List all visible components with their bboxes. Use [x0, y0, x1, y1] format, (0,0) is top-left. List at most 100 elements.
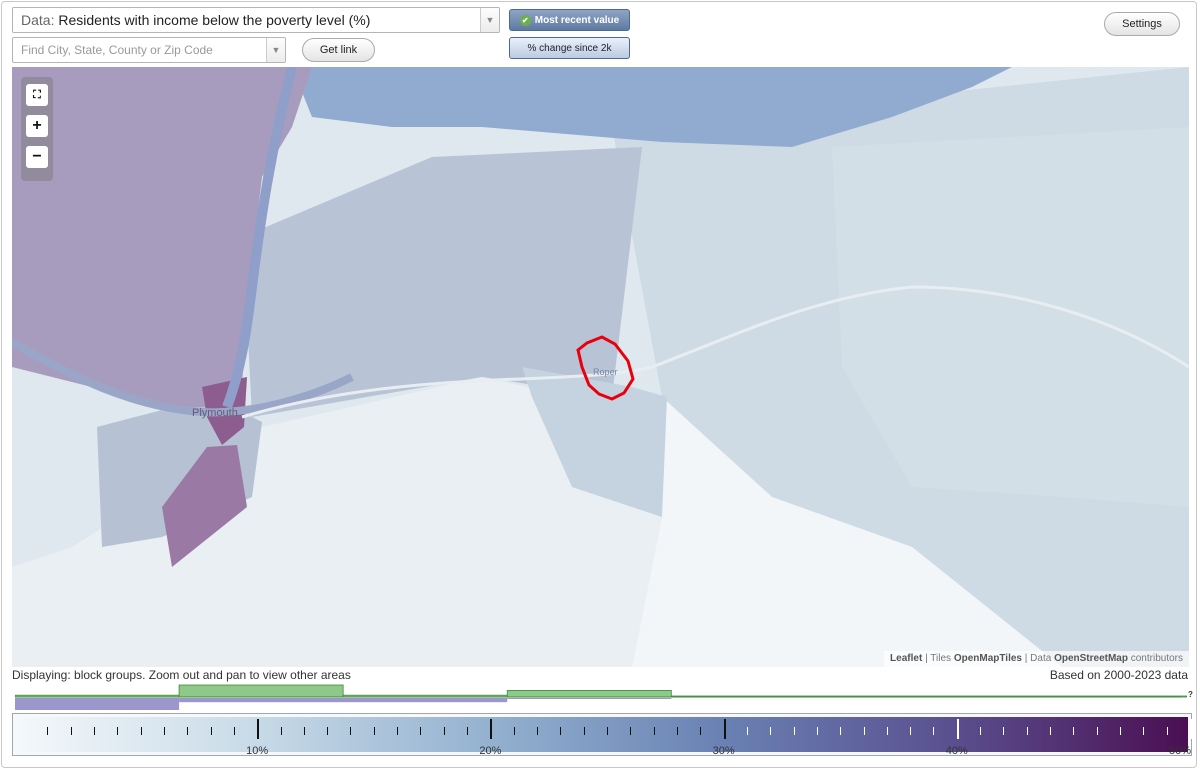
- region-roper[interactable]: [522, 367, 667, 517]
- legend-major-tick: [1190, 719, 1192, 739]
- legend-minor-tick: [583, 727, 585, 735]
- legend-minor-tick: [397, 727, 399, 735]
- region-south[interactable]: [12, 377, 662, 667]
- river-north: [222, 67, 297, 409]
- percent-change-toggle[interactable]: % change since 2k: [509, 37, 630, 59]
- attribution-suffix: contributors: [1130, 653, 1183, 664]
- legend-minor-tick: [793, 727, 795, 735]
- attribution-separator: |: [1024, 653, 1028, 664]
- legend-minor-tick: [1096, 727, 1098, 735]
- legend-minor-tick: [373, 727, 375, 735]
- highway-road: [241, 285, 1189, 419]
- histogram-help-icon[interactable]: ?: [1188, 690, 1193, 699]
- legend-tick-label: 10%: [246, 745, 269, 757]
- legend-minor-tick: [1026, 727, 1028, 735]
- legend-major-tick: [257, 719, 260, 739]
- location-search[interactable]: ▼: [12, 37, 286, 63]
- legend-minor-tick: [280, 727, 282, 735]
- settings-button[interactable]: Settings: [1104, 12, 1180, 36]
- legend-minor-tick: [47, 727, 49, 735]
- openmaptiles-link[interactable]: OpenMapTiles: [953, 653, 1022, 664]
- legend-tick-label: 20%: [479, 745, 502, 757]
- legend-minor-tick: [537, 727, 539, 735]
- histogram: [15, 684, 1187, 710]
- histogram-green-bar: [178, 684, 344, 698]
- region-northwest[interactable]: [12, 67, 312, 407]
- histogram-purple-bar: [179, 698, 508, 703]
- legend-minor-tick: [303, 727, 305, 735]
- histogram-purple-bar: [507, 698, 672, 699]
- legend-major-tick: [723, 719, 726, 739]
- map-attribution: Leaflet | Tiles OpenMapTiles | Data Open…: [884, 651, 1189, 667]
- region-southeast[interactable]: [632, 397, 1062, 667]
- region-northeast[interactable]: [832, 127, 1189, 507]
- legend-minor-tick: [746, 727, 748, 735]
- get-link-button[interactable]: Get link: [302, 38, 375, 62]
- checkmark-icon: ✔: [519, 14, 531, 26]
- displaying-note: Displaying: block groups. Zoom out and p…: [12, 668, 351, 682]
- legend-major-tick: [956, 719, 959, 739]
- legend-minor-tick: [933, 727, 935, 735]
- legend-minor-tick: [700, 727, 702, 735]
- legend-minor-tick: [630, 727, 632, 735]
- choropleth-map[interactable]: Plymouth Roper ⛶ + − Leaflet | Tiles Ope…: [12, 67, 1189, 667]
- histogram-green-bar: [506, 690, 672, 698]
- location-search-input[interactable]: [13, 38, 266, 62]
- legend-minor-tick: [467, 727, 469, 735]
- legend-tick-label: 50%: [1168, 745, 1192, 757]
- legend-minor-tick: [70, 727, 72, 735]
- legend-minor-tick: [863, 727, 865, 735]
- legend-minor-tick: [420, 727, 422, 735]
- region-plymouth-south[interactable]: [162, 445, 247, 567]
- leaflet-link[interactable]: Leaflet: [890, 653, 923, 664]
- legend-minor-tick: [443, 727, 445, 735]
- zoom-out-button[interactable]: −: [26, 146, 48, 168]
- legend-minor-tick: [1050, 727, 1052, 735]
- data-range-note: Based on 2000-2023 data: [1049, 668, 1188, 682]
- legend-minor-tick: [607, 727, 608, 735]
- selected-area-outline[interactable]: [576, 335, 635, 401]
- openstreetmap-link[interactable]: OpenStreetMap: [1054, 653, 1128, 664]
- legend-minor-tick: [980, 727, 982, 735]
- legend-minor-tick: [840, 727, 842, 735]
- map-label-roper: Roper: [593, 367, 618, 377]
- map-layer[interactable]: [12, 67, 1189, 667]
- legend-minor-tick: [187, 727, 189, 735]
- data-prefix-attrib: Data: [1030, 653, 1052, 664]
- most-recent-value-label: Most recent value: [534, 14, 620, 26]
- legend-minor-tick: [653, 727, 655, 735]
- river-main: [12, 338, 354, 417]
- legend-minor-tick: [770, 727, 772, 735]
- legend-minor-tick: [327, 727, 329, 735]
- search-dropdown-chevron-icon[interactable]: ▼: [266, 38, 285, 62]
- legend-tick-label: 40%: [945, 745, 968, 757]
- region-central[interactable]: [242, 147, 642, 417]
- legend-minor-tick: [910, 727, 912, 735]
- zoom-in-button[interactable]: +: [26, 115, 48, 137]
- legend-minor-tick: [560, 727, 562, 735]
- zoom-control: ⛶ + −: [21, 77, 53, 181]
- region-north-water[interactable]: [292, 67, 1012, 147]
- legend-tick-label: 30%: [712, 745, 735, 757]
- legend-minor-tick: [513, 727, 515, 735]
- legend-minor-tick: [1003, 727, 1005, 735]
- legend-major-tick: [490, 719, 493, 739]
- data-variable-select[interactable]: Data: Residents with income below the po…: [12, 7, 500, 33]
- map-label-plymouth: Plymouth: [192, 407, 238, 419]
- attribution-separator: |: [925, 653, 928, 664]
- legend-minor-tick: [1143, 727, 1145, 735]
- legend-minor-tick: [886, 727, 888, 735]
- legend-minor-tick: [1073, 727, 1075, 735]
- most-recent-value-toggle[interactable]: ✔ Most recent value: [509, 9, 630, 31]
- legend-minor-tick: [93, 727, 95, 735]
- legend-minor-tick: [210, 727, 212, 735]
- legend-gradient-bar[interactable]: 10% 20% 30% 40% 50%: [16, 717, 1192, 757]
- legend-minor-tick: [1166, 727, 1168, 735]
- color-legend[interactable]: 10% 20% 30% 40% 50%: [12, 713, 1192, 757]
- tiles-prefix: Tiles: [930, 653, 952, 664]
- legend-minor-tick: [1120, 727, 1122, 735]
- legend-minor-tick: [676, 727, 678, 735]
- chevron-down-icon[interactable]: ▼: [480, 8, 499, 32]
- fullscreen-icon[interactable]: ⛶: [26, 84, 48, 106]
